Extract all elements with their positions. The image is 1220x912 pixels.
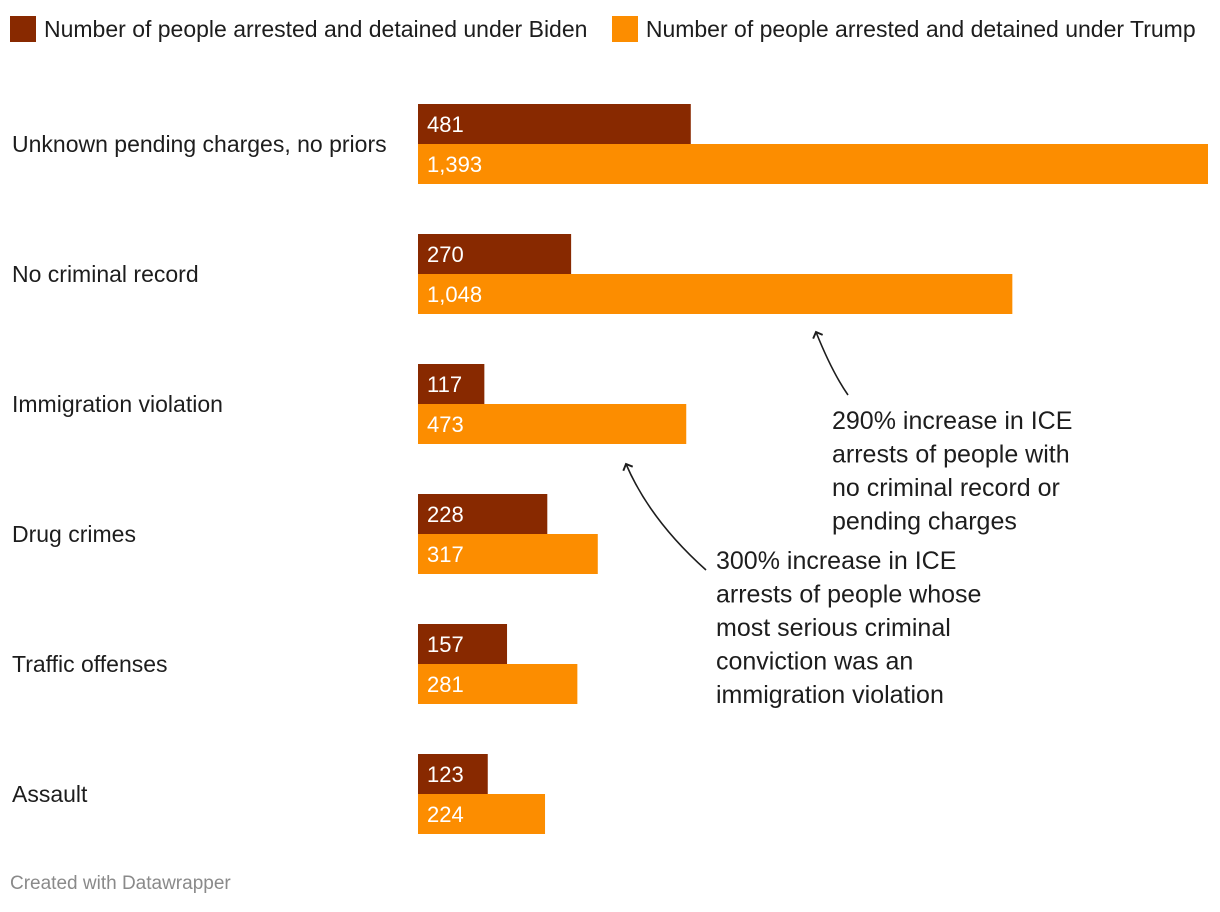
annotation-line: 300% increase in ICE <box>716 547 956 575</box>
footer-credit: Created with Datawrapper <box>10 873 231 894</box>
bar-biden-assault <box>418 754 488 794</box>
bar-trump-immigration-violation <box>418 404 687 444</box>
value-label-biden-traffic-offenses: 157 <box>427 632 464 657</box>
legend-item-biden: Number of people arrested and detained u… <box>10 16 587 42</box>
legend-item-trump: Number of people arrested and detained u… <box>611 16 1196 42</box>
value-label-biden-no-criminal-record: 270 <box>427 242 464 267</box>
bar-trump-drug-crimes <box>418 534 598 574</box>
bar-biden-immigration-violation <box>418 364 485 404</box>
category-label-unknown-pending-charges-no-priors: Unknown pending charges, no priors <box>12 131 387 157</box>
value-label-trump-assault: 224 <box>427 802 464 827</box>
annotation-line: arrests of people whose <box>716 581 981 609</box>
value-label-trump-traffic-offenses: 281 <box>427 672 464 697</box>
value-label-biden-immigration-violation: 117 <box>427 372 462 397</box>
bar-trump-assault <box>418 794 546 834</box>
bar-biden-traffic-offenses <box>418 624 508 664</box>
value-label-trump-drug-crimes: 317 <box>427 542 464 567</box>
annotation-no-criminal-record: 290% increase in ICE arrests of people wi… <box>832 407 1072 536</box>
category-label-no-criminal-record: No criminal record <box>12 261 199 287</box>
value-label-trump-immigration-violation: 473 <box>427 412 464 437</box>
annotation-line: pending charges <box>832 508 1017 536</box>
annotation-line: most serious criminal <box>716 614 951 642</box>
value-label-biden-unknown-pending-charges-no-priors: 481 <box>427 112 464 137</box>
legend-label-trump: Number of people arrested and detained u… <box>645 16 1196 42</box>
bar-chart: Unknown pending charges, no priors 481 1,3… <box>12 104 1208 834</box>
bar-biden-unknown-pending-charges-no-priors <box>418 104 691 144</box>
annotation-arrow-no-criminal-record <box>812 330 849 396</box>
category-label-immigration-violation: Immigration violation <box>12 391 223 417</box>
bar-trump-unknown-pending-charges-no-priors <box>418 144 1208 184</box>
value-label-trump-no-criminal-record: 1,048 <box>427 282 482 307</box>
legend: Number of people arrested and detained u… <box>10 12 1210 46</box>
bar-biden-no-criminal-record <box>418 234 572 274</box>
annotation-line: immigration violation <box>716 681 944 709</box>
bar-biden-drug-crimes <box>418 494 548 534</box>
value-label-biden-drug-crimes: 228 <box>427 502 464 527</box>
annotation-line: no criminal record or <box>832 474 1060 502</box>
value-label-trump-unknown-pending-charges-no-priors: 1,393 <box>427 152 482 177</box>
bar-trump-no-criminal-record <box>418 274 1013 314</box>
legend-swatch-trump <box>611 16 638 42</box>
bar-trump-traffic-offenses <box>418 664 578 704</box>
annotation-immigration-violation: 300% increase in ICE arrests of people wh… <box>716 547 981 709</box>
category-label-traffic-offenses: Traffic offenses <box>12 651 168 677</box>
annotation-line: conviction was an <box>716 648 913 676</box>
legend-swatch-biden <box>10 16 36 42</box>
legend-label-biden: Number of people arrested and detained u… <box>44 16 588 42</box>
value-label-biden-assault: 123 <box>427 762 464 787</box>
annotation-arrow-immigration-violation <box>622 462 707 571</box>
category-label-assault: Assault <box>12 781 88 807</box>
annotation-line: arrests of people with <box>832 441 1070 469</box>
category-label-drug-crimes: Drug crimes <box>12 521 136 547</box>
annotation-line: 290% increase in ICE <box>832 407 1072 435</box>
